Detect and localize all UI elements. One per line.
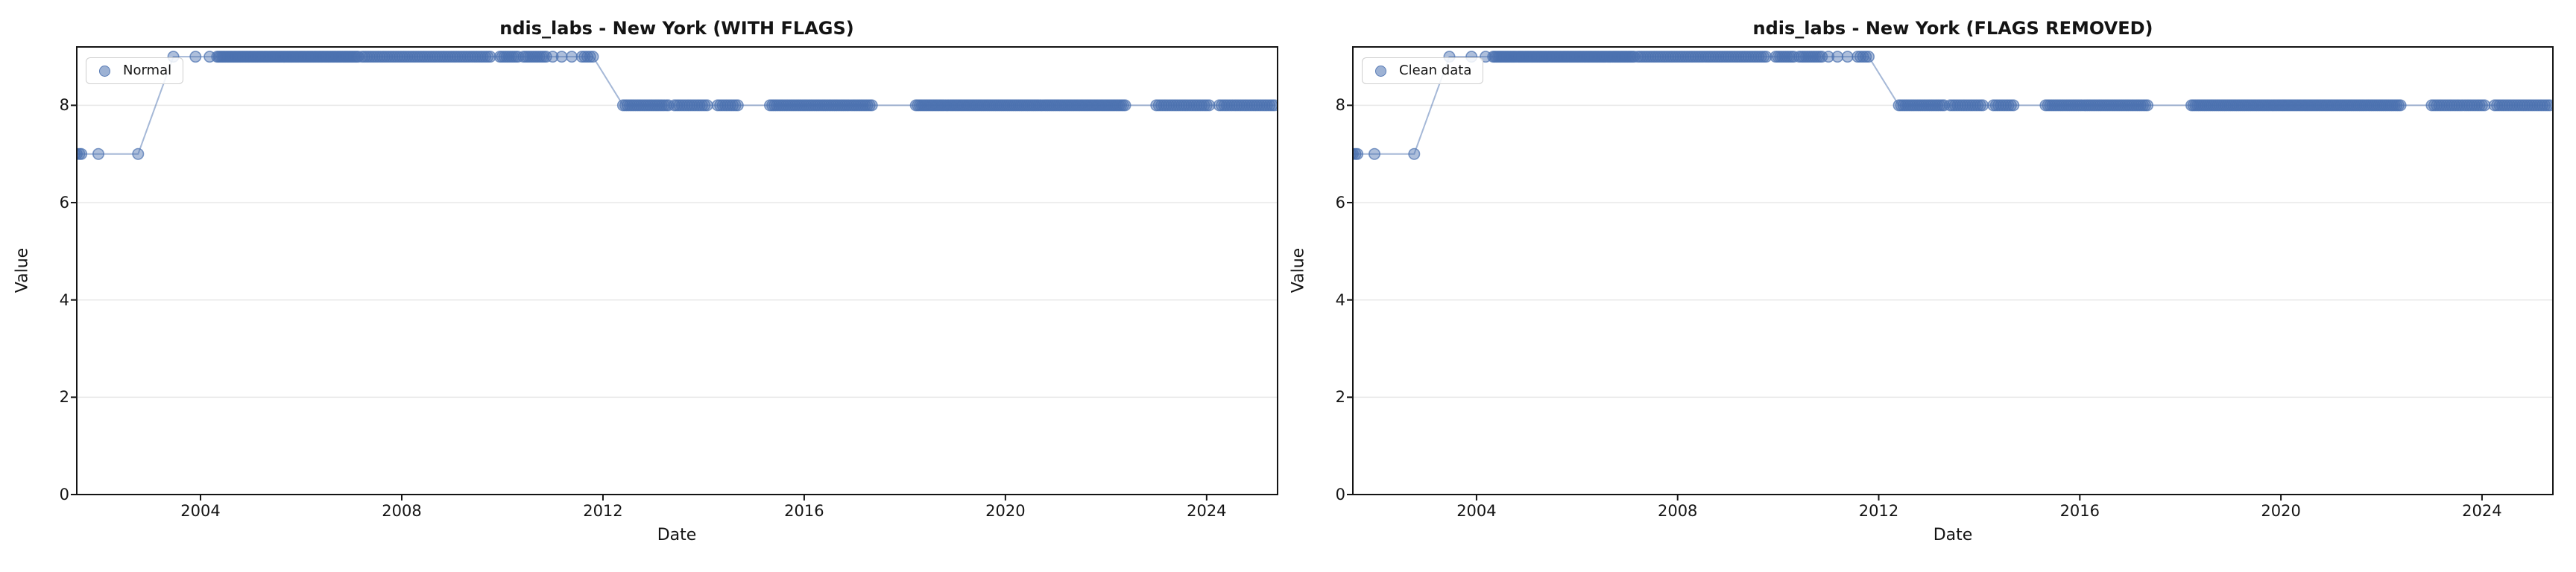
data-point-marker (167, 51, 180, 63)
data-point-marker (77, 148, 81, 160)
data-point-marker (1760, 51, 1772, 63)
data-point-marker (587, 51, 599, 63)
data-point-marker (1816, 51, 1828, 63)
right-chart-plot-area (1347, 46, 2554, 500)
data-point-marker (540, 51, 552, 63)
data-point-marker (92, 147, 105, 160)
data-point-marker (1860, 51, 1872, 63)
data-point-marker (2478, 99, 2491, 112)
data-point-marker (1119, 99, 1131, 112)
data-point-marker (1841, 51, 1854, 63)
data-point-marker (1353, 147, 1364, 160)
data-point-marker (1353, 148, 1357, 160)
data-point-marker (865, 99, 878, 112)
data-point-marker (484, 51, 496, 63)
data-point-marker (1408, 147, 1421, 160)
data-point-marker (1863, 51, 1875, 63)
data-point-marker (1443, 51, 1456, 63)
axes-spines (1352, 46, 2554, 495)
data-point-marker (1822, 51, 1835, 63)
data-point-marker (1269, 99, 1278, 112)
data-point-marker (1465, 51, 1478, 63)
data-point-marker (352, 51, 364, 63)
data-point-marker (2394, 99, 2407, 112)
data-series-group (77, 51, 1278, 160)
data-point-marker (584, 51, 596, 63)
data-point-marker (555, 51, 568, 63)
data-series-group (1353, 51, 2553, 160)
data-point-marker (132, 147, 145, 160)
data-point-marker (1368, 147, 1381, 160)
data-point-marker (1203, 99, 1216, 112)
data-point-marker (546, 51, 559, 63)
data-point-marker (701, 99, 713, 112)
data-point-marker (1977, 99, 1989, 112)
data-point-marker (77, 147, 88, 160)
data-point-marker (2544, 99, 2553, 112)
data-point-marker (189, 51, 202, 63)
data-point-marker (1628, 51, 1641, 63)
data-point-marker (731, 99, 744, 112)
data-point-marker (566, 51, 578, 63)
data-point-marker (2007, 99, 2020, 112)
data-point-marker (1831, 51, 1844, 63)
axes-spines (76, 46, 1278, 495)
left-chart-plot-area (71, 46, 1278, 500)
data-point-marker (2141, 99, 2154, 112)
